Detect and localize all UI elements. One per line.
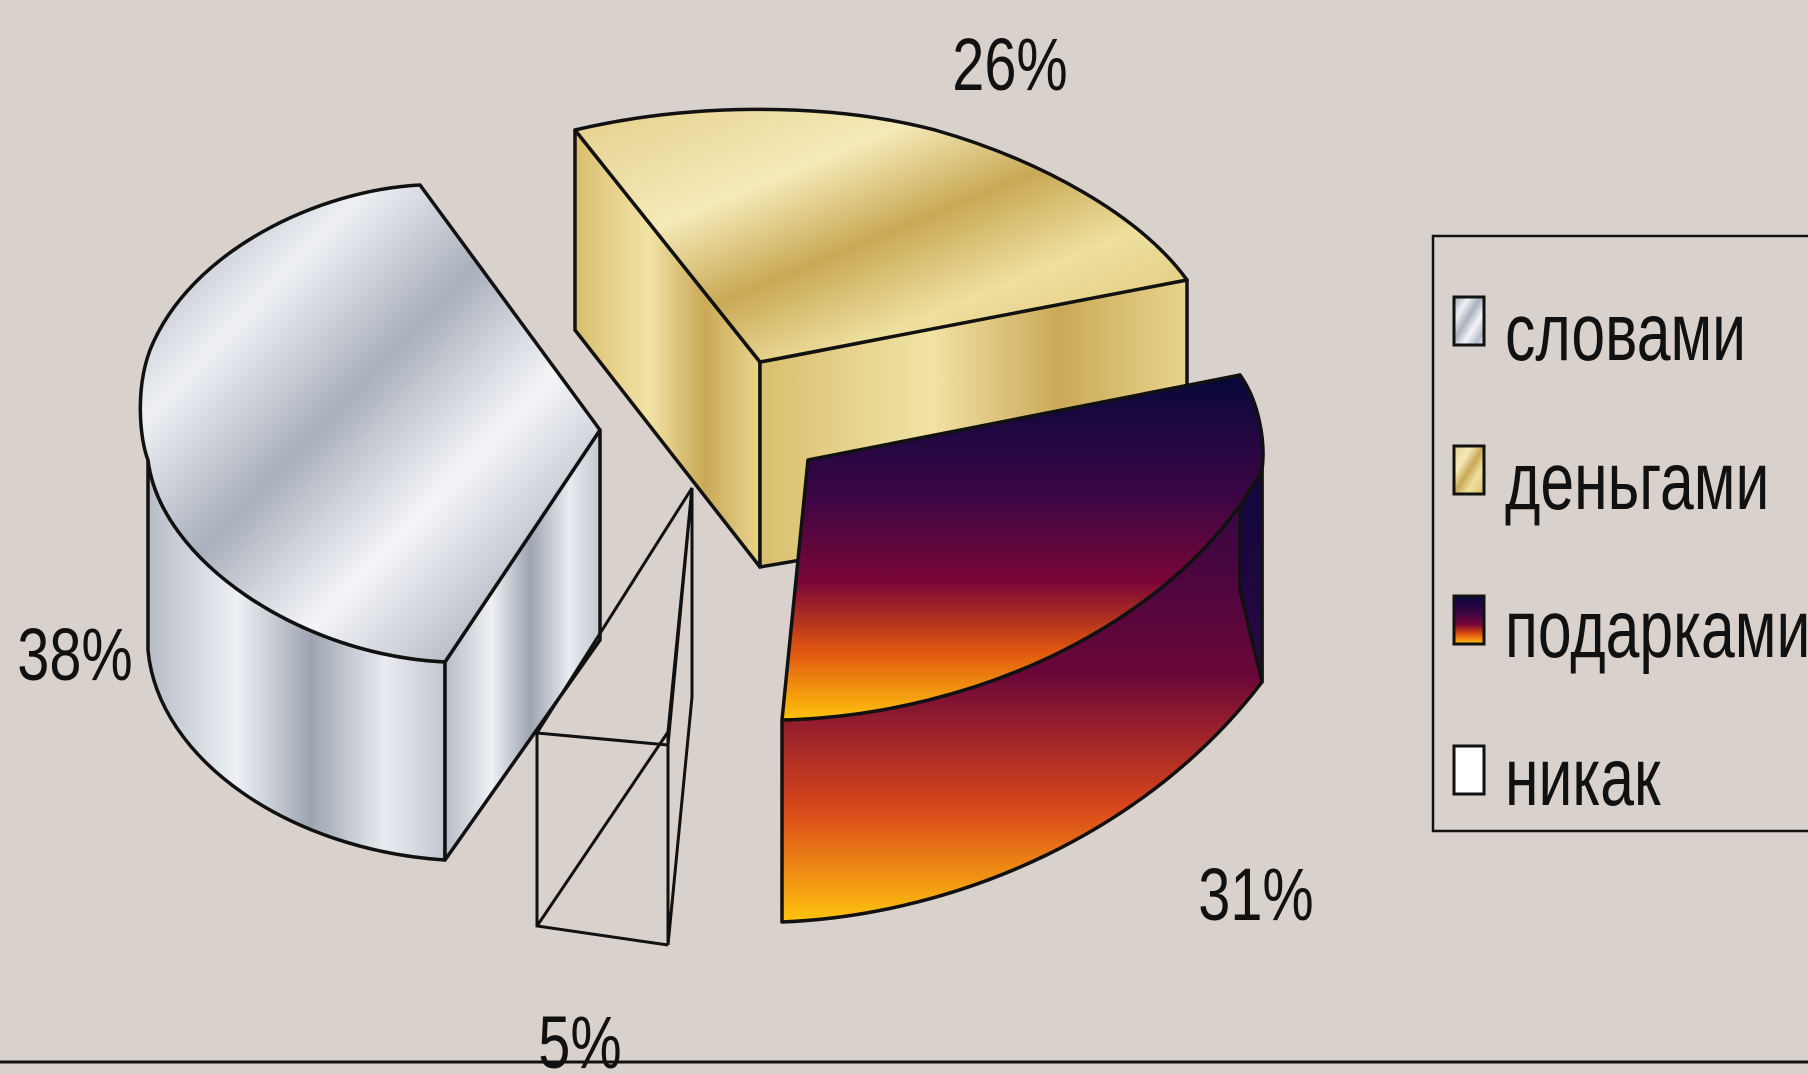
legend-entry-dengami: деньгами bbox=[1452, 436, 1769, 527]
legend-label-dengami: деньгами bbox=[1505, 436, 1769, 527]
legend-swatch-slovami bbox=[1452, 295, 1486, 347]
pie-slice-nikak bbox=[534, 487, 694, 947]
legend-swatch-podarkami bbox=[1452, 594, 1486, 646]
legend-entry-podarkami: подарками bbox=[1452, 584, 1808, 675]
data-label-slovami: 38% bbox=[17, 614, 133, 697]
legend-swatch-dengami bbox=[1452, 444, 1486, 496]
data-label-dengami: 26% bbox=[952, 24, 1068, 107]
legend-entry-slovami: словами bbox=[1452, 287, 1746, 378]
legend: словами деньгами подарками никак bbox=[1431, 234, 1808, 833]
legend-label-nikak: никак bbox=[1505, 732, 1661, 823]
legend-swatch-nikak bbox=[1452, 744, 1486, 796]
legend-box bbox=[1431, 234, 1808, 833]
pie-slice-slovami bbox=[138, 183, 602, 862]
pie-slice-podarkami bbox=[780, 373, 1265, 924]
data-label-podarkami: 31% bbox=[1198, 854, 1314, 937]
legend-label-podarkami: подарками bbox=[1505, 584, 1808, 675]
legend-entry-nikak: никак bbox=[1452, 732, 1661, 823]
pie-slice-dengami bbox=[573, 107, 1189, 569]
legend-label-slovami: словами bbox=[1505, 287, 1746, 378]
